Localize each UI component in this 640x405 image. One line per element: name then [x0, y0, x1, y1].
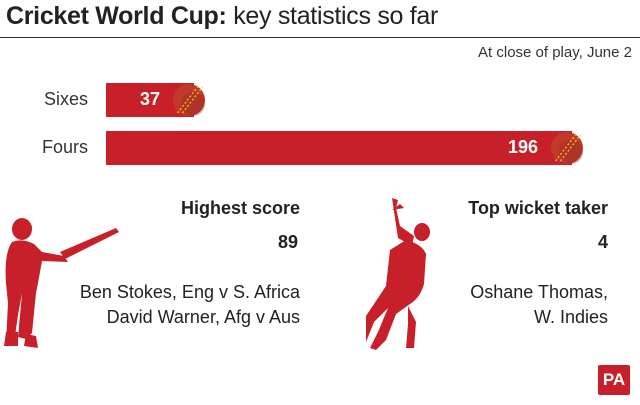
- highest-score-name-1: Ben Stokes, Eng v S. Africa: [79, 282, 300, 302]
- bar-label-fours: Fours: [41, 137, 88, 157]
- title-divider: [0, 37, 640, 38]
- page-title: Cricket World Cup: key statistics so far: [6, 2, 438, 31]
- highest-score-heading: Highest score: [180, 198, 300, 218]
- bowler-icon: [366, 198, 430, 350]
- highest-score-name-2: David Warner, Afg v Aus: [106, 307, 300, 327]
- top-wicket-taker-value: 4: [597, 232, 608, 252]
- title-bold: Cricket World Cup:: [6, 2, 227, 30]
- top-wicket-taker-heading: Top wicket taker: [468, 198, 608, 218]
- bar-value-sixes: 37: [139, 89, 160, 109]
- top-wicket-taker-name-1: Oshane Thomas,: [470, 282, 608, 302]
- subtitle: At close of play, June 2: [478, 44, 632, 61]
- bar-label-sixes: Sixes: [43, 89, 88, 109]
- top-wicket-taker-name-2: W. Indies: [533, 307, 608, 327]
- bar-value-fours: 196: [507, 137, 538, 157]
- cricket-ball-icon: [551, 132, 583, 164]
- bar-fours: [106, 131, 572, 165]
- cricket-ball-icon: [173, 84, 205, 116]
- title-rest: key statistics so far: [226, 2, 439, 30]
- highest-score-value: 89: [277, 232, 298, 252]
- pa-logo: PA: [598, 365, 630, 395]
- batsman-icon: [4, 218, 119, 348]
